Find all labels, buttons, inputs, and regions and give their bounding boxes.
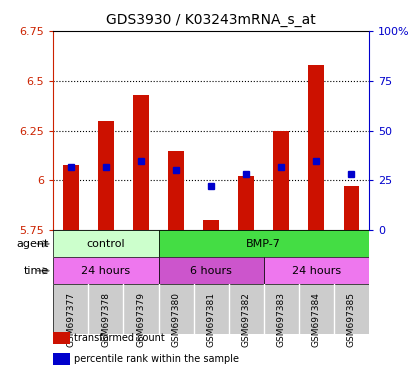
Bar <box>203 220 218 230</box>
Text: GSM697380: GSM697380 <box>171 292 180 347</box>
Text: GSM697385: GSM697385 <box>346 292 355 347</box>
Text: BMP-7: BMP-7 <box>246 239 281 249</box>
Bar <box>53 230 158 257</box>
Text: percentile rank within the sample: percentile rank within the sample <box>74 354 238 364</box>
Text: GSM697379: GSM697379 <box>136 292 145 347</box>
Text: GSM697377: GSM697377 <box>66 292 75 347</box>
Text: time: time <box>24 266 49 276</box>
Bar <box>158 257 263 284</box>
Bar <box>133 94 148 230</box>
Text: 24 hours: 24 hours <box>291 266 340 276</box>
Text: GSM697383: GSM697383 <box>276 292 285 347</box>
Text: 6 hours: 6 hours <box>190 266 231 276</box>
Bar <box>343 187 358 230</box>
Text: GSM697384: GSM697384 <box>311 292 320 346</box>
Text: transformed count: transformed count <box>74 333 164 343</box>
Bar <box>53 284 368 334</box>
Text: 24 hours: 24 hours <box>81 266 130 276</box>
Title: GDS3930 / K03243mRNA_s_at: GDS3930 / K03243mRNA_s_at <box>106 13 315 27</box>
Bar <box>308 65 324 230</box>
Bar <box>273 131 288 230</box>
Bar <box>63 164 79 230</box>
Bar <box>263 257 368 284</box>
Bar <box>238 177 254 230</box>
Text: control: control <box>86 239 125 249</box>
Bar <box>53 257 158 284</box>
Text: agent: agent <box>17 239 49 249</box>
Bar <box>168 151 184 230</box>
Text: GSM697381: GSM697381 <box>206 292 215 347</box>
Text: GSM697382: GSM697382 <box>241 292 250 346</box>
Bar <box>158 230 368 257</box>
Text: GSM697378: GSM697378 <box>101 292 110 347</box>
Bar <box>98 121 114 230</box>
